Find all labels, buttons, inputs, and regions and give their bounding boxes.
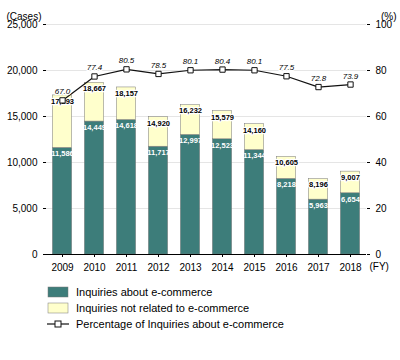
svg-text:2011: 2011: [116, 262, 138, 273]
svg-text:80.1: 80.1: [183, 57, 199, 66]
svg-text:5,963: 5,963: [309, 201, 328, 210]
svg-text:100: 100: [375, 18, 393, 30]
svg-text:2015: 2015: [243, 262, 266, 273]
svg-text:(FY): (FY): [370, 261, 389, 272]
svg-text:12,523: 12,523: [211, 141, 234, 150]
svg-text:2016: 2016: [275, 262, 298, 273]
svg-text:18,667: 18,667: [83, 84, 106, 93]
svg-text:0: 0: [32, 249, 38, 260]
svg-text:10,605: 10,605: [275, 158, 298, 167]
svg-text:18,157: 18,157: [115, 89, 138, 98]
svg-text:77.4: 77.4: [87, 63, 103, 72]
svg-text:11,586: 11,586: [51, 149, 74, 158]
html-text:Percentage of Inquiries about: Percentage of Inquiries about e-commerce: [76, 318, 284, 330]
svg-text:2012: 2012: [147, 262, 170, 273]
svg-text:0: 0: [376, 249, 382, 260]
svg-text:14,920: 14,920: [147, 119, 170, 128]
svg-text:72.8: 72.8: [311, 74, 327, 83]
svg-text:80: 80: [376, 65, 388, 76]
svg-text:67.0: 67.0: [55, 87, 71, 96]
svg-text:16,232: 16,232: [179, 106, 202, 115]
svg-text:(%): (%): [381, 11, 397, 22]
svg-text:14,160: 14,160: [243, 126, 266, 135]
svg-text:8,218: 8,218: [277, 180, 296, 189]
svg-text:8,196: 8,196: [309, 180, 328, 189]
svg-text:80.1: 80.1: [247, 57, 263, 66]
svg-text:2009: 2009: [51, 262, 74, 273]
svg-text:40: 40: [376, 157, 388, 168]
svg-text:78.5: 78.5: [151, 61, 167, 70]
svg-text:2014: 2014: [211, 262, 234, 273]
svg-text:80.5: 80.5: [119, 56, 135, 65]
svg-text:2013: 2013: [179, 262, 202, 273]
svg-text:73.9: 73.9: [343, 72, 359, 81]
svg-text:9,007: 9,007: [341, 173, 360, 182]
html-text:Inquiries not related to e-com: Inquiries not related to e-commerce: [76, 302, 249, 314]
svg-text:60: 60: [376, 111, 388, 122]
svg-text:20: 20: [376, 203, 388, 214]
svg-text:(Cases): (Cases): [7, 11, 42, 22]
svg-text:17,293: 17,293: [51, 97, 74, 106]
svg-text:80.4: 80.4: [215, 57, 231, 66]
svg-text:15,000: 15,000: [7, 111, 38, 122]
svg-text:77.5: 77.5: [279, 63, 295, 72]
svg-text:14,618: 14,618: [115, 121, 138, 130]
svg-text:12,997: 12,997: [179, 136, 202, 145]
svg-text:14,449: 14,449: [83, 123, 106, 132]
svg-text:20,000: 20,000: [7, 65, 38, 76]
svg-text:25,000: 25,000: [6, 18, 38, 30]
svg-text:15,579: 15,579: [211, 112, 234, 121]
svg-text:2018: 2018: [339, 262, 362, 273]
svg-text:11,344: 11,344: [243, 151, 266, 160]
svg-text:10,000: 10,000: [7, 157, 38, 168]
svg-text:6,654: 6,654: [341, 195, 361, 204]
svg-text:11,717: 11,717: [147, 148, 170, 157]
svg-text:5,000: 5,000: [12, 203, 37, 214]
svg-text:2010: 2010: [83, 262, 106, 273]
html-text:Inquiries about e-commerce: Inquiries about e-commerce: [76, 286, 213, 298]
svg-text:2017: 2017: [307, 262, 330, 273]
